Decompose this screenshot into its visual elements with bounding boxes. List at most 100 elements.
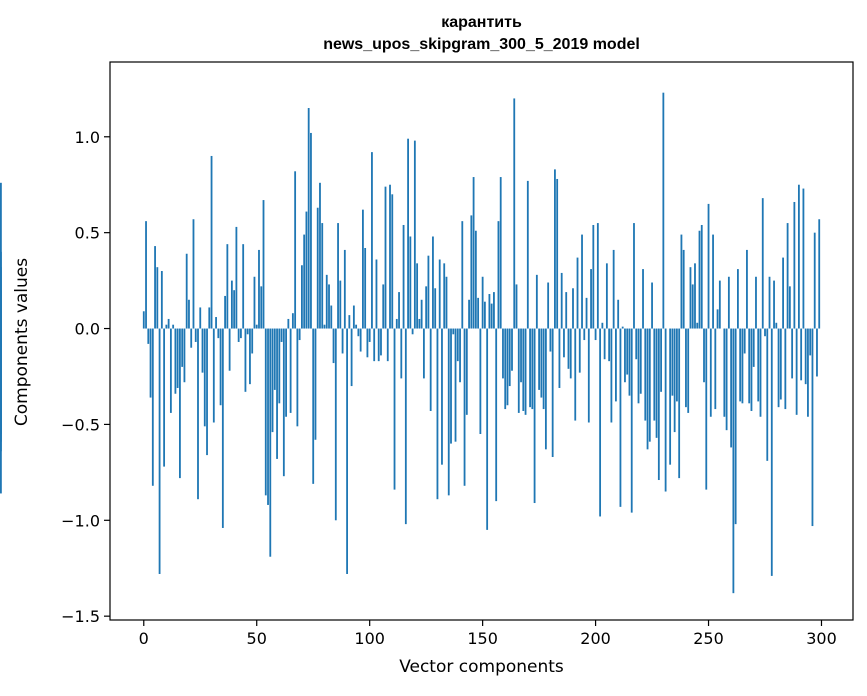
bar [145, 221, 147, 329]
bar [167, 318, 170, 329]
bar [169, 328, 172, 413]
x-tick-label: 300 [806, 629, 837, 648]
bar [481, 276, 484, 329]
bar [655, 328, 658, 438]
y-axis-label: Components values [12, 257, 32, 427]
bar [766, 328, 769, 461]
bar [160, 271, 163, 329]
bar [350, 328, 353, 387]
bar [409, 236, 412, 329]
bar [644, 328, 647, 421]
bar [217, 328, 220, 339]
bar [748, 328, 751, 404]
bar [285, 328, 287, 417]
bar [619, 328, 622, 507]
bar [301, 265, 303, 329]
bar [612, 249, 615, 329]
bar [298, 328, 301, 341]
y-tick-label: 0.5 [75, 224, 100, 243]
bar [267, 328, 269, 505]
bar [258, 249, 260, 329]
bar [413, 140, 416, 329]
bar [0, 182, 2, 329]
bar [493, 292, 495, 329]
y-tick-label: −1.0 [61, 511, 100, 530]
y-tick-label: −1.5 [61, 607, 100, 626]
bar [422, 328, 425, 379]
bar [384, 186, 387, 329]
bar [454, 328, 457, 442]
bar [676, 328, 678, 402]
bar [343, 249, 346, 329]
bar [382, 284, 385, 329]
bar [544, 328, 547, 450]
bar [757, 328, 760, 402]
bar [411, 328, 414, 335]
bar [786, 223, 789, 329]
bar [386, 328, 389, 362]
bar [511, 328, 513, 371]
bar [312, 328, 315, 484]
bar [303, 234, 306, 329]
bar [533, 328, 536, 504]
bar [646, 328, 649, 450]
bar [662, 92, 665, 329]
bar [556, 178, 559, 329]
bar [700, 224, 703, 329]
bar [179, 328, 181, 479]
bar [273, 328, 276, 390]
chart-title: карантить [441, 14, 522, 31]
bar [567, 328, 570, 369]
x-tick-label: 250 [693, 629, 724, 648]
bar [585, 297, 588, 329]
bar [730, 328, 733, 448]
bar [416, 263, 419, 329]
bar [206, 328, 208, 456]
bar [468, 299, 470, 329]
bar [262, 200, 265, 329]
bar [538, 328, 541, 390]
bar [447, 328, 450, 496]
bar [319, 182, 321, 329]
bar [291, 313, 294, 329]
bar [251, 328, 254, 354]
bar [520, 328, 522, 383]
bar [515, 284, 518, 329]
bar [576, 257, 579, 329]
bar [235, 226, 238, 329]
bar [529, 328, 531, 408]
bar [240, 328, 242, 339]
bar [371, 152, 373, 329]
bar [434, 288, 437, 329]
bar [332, 328, 335, 364]
bar [352, 305, 355, 329]
bar [574, 328, 577, 421]
bar [664, 328, 667, 492]
bar [495, 328, 498, 502]
bar [587, 328, 590, 423]
bar [443, 263, 446, 329]
bar [260, 286, 263, 329]
bar [800, 328, 803, 381]
bar [764, 328, 766, 337]
bar [201, 328, 204, 373]
bar [542, 328, 545, 410]
bar [741, 328, 744, 404]
bar [154, 246, 156, 329]
bar [549, 328, 552, 352]
bar [228, 328, 231, 371]
bar [569, 328, 572, 379]
bar [188, 299, 190, 329]
bar [253, 276, 256, 329]
bar [172, 324, 175, 329]
bar [732, 328, 735, 594]
bar [287, 318, 290, 329]
y-tick-label: 0.0 [75, 320, 100, 339]
bar [321, 223, 324, 329]
bar [596, 223, 599, 329]
bar [479, 328, 482, 434]
bar [705, 328, 708, 490]
bar [583, 328, 586, 341]
bar [404, 328, 407, 525]
bar [716, 309, 719, 329]
